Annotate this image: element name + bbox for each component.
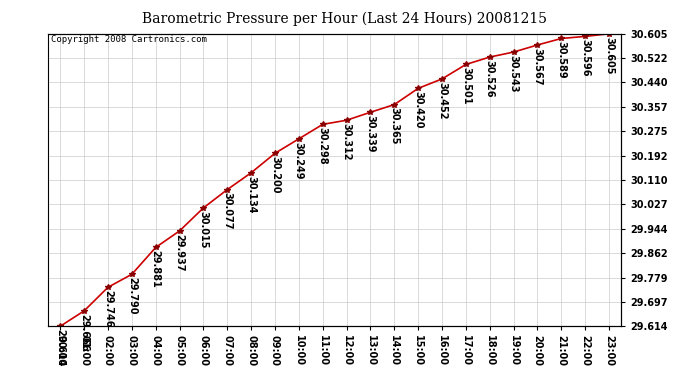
Text: 30.249: 30.249 — [294, 142, 304, 179]
Text: 30.501: 30.501 — [461, 67, 471, 105]
Text: 29.746: 29.746 — [103, 290, 113, 328]
Text: 30.526: 30.526 — [485, 60, 495, 98]
Text: 30.077: 30.077 — [222, 192, 233, 230]
Text: 29.790: 29.790 — [127, 277, 137, 315]
Text: 30.339: 30.339 — [366, 115, 375, 153]
Text: 29.614: 29.614 — [55, 329, 66, 366]
Text: 30.200: 30.200 — [270, 156, 280, 194]
Text: Barometric Pressure per Hour (Last 24 Hours) 20081215: Barometric Pressure per Hour (Last 24 Ho… — [143, 11, 547, 26]
Text: 30.420: 30.420 — [413, 91, 423, 129]
Text: 29.881: 29.881 — [150, 250, 161, 288]
Text: 29.937: 29.937 — [175, 234, 184, 271]
Text: 30.589: 30.589 — [556, 41, 566, 79]
Text: 30.134: 30.134 — [246, 176, 256, 213]
Text: 30.312: 30.312 — [342, 123, 352, 160]
Text: 30.605: 30.605 — [604, 36, 614, 74]
Text: 30.298: 30.298 — [317, 127, 328, 165]
Text: 30.365: 30.365 — [389, 107, 400, 145]
Text: Copyright 2008 Cartronics.com: Copyright 2008 Cartronics.com — [51, 35, 207, 44]
Text: 30.543: 30.543 — [509, 55, 519, 92]
Text: 30.015: 30.015 — [199, 211, 208, 248]
Text: 30.452: 30.452 — [437, 82, 447, 119]
Text: 29.666: 29.666 — [79, 314, 89, 351]
Text: 30.567: 30.567 — [533, 48, 542, 85]
Text: 30.596: 30.596 — [580, 39, 590, 76]
